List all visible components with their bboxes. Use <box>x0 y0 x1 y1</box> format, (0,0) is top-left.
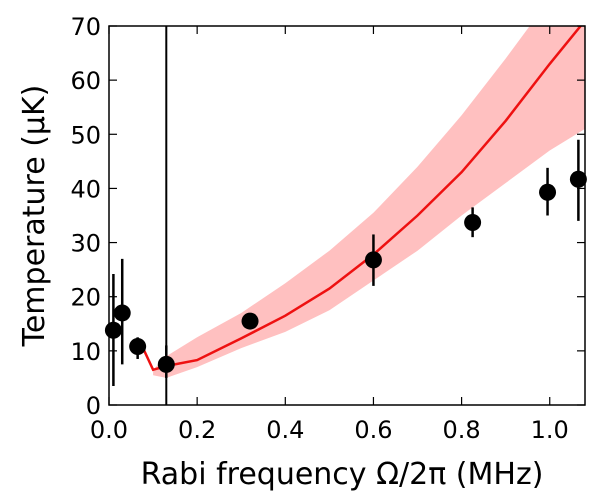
model-line <box>130 26 583 372</box>
data-point-4 <box>241 312 259 330</box>
x-tick-label: 0.2 <box>178 416 216 444</box>
y-tick-label: 60 <box>70 67 101 95</box>
x-tick-label: 1.0 <box>531 416 569 444</box>
x-tick-label: 0.6 <box>354 416 392 444</box>
data-point-0 <box>104 273 122 387</box>
y-tick-label: 40 <box>70 175 101 203</box>
x-axis-ticks: 0.0 0.2 0.4 0.6 0.8 1.0 <box>90 26 569 444</box>
data-point-marker <box>539 183 557 201</box>
confidence-band-layer <box>153 26 585 378</box>
data-point-marker <box>104 321 122 339</box>
y-tick-label: 0 <box>86 392 101 420</box>
confidence-band <box>153 26 585 378</box>
y-tick-label: 20 <box>70 284 101 312</box>
y-tick-label: 70 <box>70 13 101 41</box>
data-point-marker <box>129 338 147 356</box>
data-point-marker <box>464 214 482 232</box>
plot-frame <box>108 25 586 406</box>
model-line-layer <box>130 26 583 372</box>
y-axis-label: Temperature (μK) <box>17 85 52 348</box>
y-tick-label: 10 <box>70 338 101 366</box>
x-tick-label: 0.0 <box>90 416 128 444</box>
data-point-marker <box>364 251 382 269</box>
data-points-layer <box>104 139 587 387</box>
data-point-marker <box>241 312 259 330</box>
x-axis-label: Rabi frequency Ω/2π (MHz) <box>141 457 544 492</box>
x-tick-label: 0.4 <box>266 416 304 444</box>
data-point-1 <box>113 258 131 365</box>
x-tick-label: 0.8 <box>443 416 481 444</box>
data-point-6 <box>464 207 482 238</box>
y-tick-label: 50 <box>70 121 101 149</box>
data-point-7 <box>539 167 557 216</box>
data-point-3 <box>157 345 175 378</box>
data-point-5 <box>364 234 382 286</box>
data-point-marker <box>113 304 131 322</box>
data-point-2 <box>129 337 147 359</box>
y-tick-label: 30 <box>70 230 101 258</box>
data-point-marker <box>157 355 175 373</box>
data-point-marker <box>569 170 587 188</box>
data-point-8 <box>569 139 587 221</box>
y-axis-ticks: 0 10 20 30 40 50 60 70 <box>70 13 585 420</box>
